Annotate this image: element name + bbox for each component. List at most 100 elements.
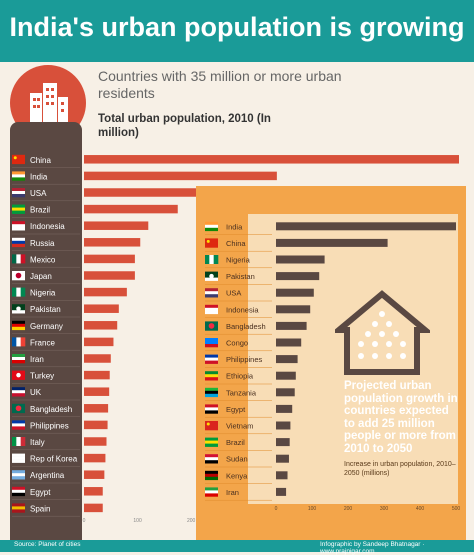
- category-label: Nigeria: [30, 289, 56, 298]
- footer-bar: [0, 540, 474, 552]
- category-label: China: [30, 156, 51, 165]
- flag-icon: [12, 221, 25, 231]
- bar: [276, 255, 325, 264]
- flag-icon: [205, 238, 218, 248]
- category-label: Sudan: [226, 455, 248, 464]
- category-label: India: [30, 172, 48, 181]
- category-label: Kenya: [226, 471, 248, 480]
- flag-icon: [205, 221, 218, 232]
- tick-label: 0: [83, 518, 86, 524]
- category-label: Italy: [30, 438, 45, 447]
- flag-icon: [205, 421, 218, 431]
- category-label: Turkey: [30, 372, 54, 381]
- flag-icon: [12, 204, 25, 214]
- bar: [84, 370, 110, 380]
- flag-icon: [205, 271, 218, 281]
- bar: [276, 238, 388, 247]
- bar: [276, 272, 320, 281]
- flag-icon: [12, 354, 25, 364]
- bar: [84, 420, 108, 430]
- flag-icon: [12, 337, 26, 347]
- flag-icon: [205, 354, 218, 364]
- bar: [276, 371, 296, 380]
- bar: [84, 304, 119, 313]
- bar: [276, 404, 293, 413]
- category-label: Bangladesh: [30, 405, 72, 414]
- projection-title: Projected urban population growth in cou…: [344, 380, 458, 455]
- category-label: China: [226, 239, 246, 248]
- flag-icon: [12, 237, 25, 248]
- category-label: Brazil: [30, 206, 50, 215]
- flag-icon: [12, 503, 25, 513]
- bar: [276, 355, 298, 364]
- bar: [84, 321, 118, 330]
- category-label: Bangladesh: [226, 322, 266, 331]
- category-label: Ethiopia: [226, 372, 254, 381]
- category-label: India: [226, 222, 243, 231]
- category-label: USA: [30, 189, 47, 198]
- flag-icon: [12, 254, 26, 264]
- flag-icon: [205, 321, 218, 331]
- flag-icon: [205, 454, 218, 464]
- flag-icon: [12, 437, 26, 446]
- bar: [276, 288, 314, 297]
- flag-icon: [12, 403, 25, 414]
- category-label: France: [30, 338, 55, 347]
- category-label: Argentina: [30, 471, 65, 480]
- tick-label: 200: [344, 506, 353, 512]
- bar: [84, 221, 149, 230]
- bar: [276, 471, 288, 480]
- category-label: Pakistan: [30, 305, 61, 314]
- category-label: Indonesia: [30, 222, 65, 231]
- bar: [84, 188, 218, 197]
- bar: [276, 487, 287, 496]
- category-label: Egypt: [226, 405, 246, 414]
- tick-label: 400: [416, 506, 425, 512]
- tick-label: 100: [308, 506, 317, 512]
- bar: [84, 437, 107, 446]
- bar: [84, 155, 459, 164]
- bar: [84, 238, 141, 247]
- category-label: Nigeria: [226, 256, 251, 265]
- flag-icon: [12, 188, 25, 198]
- bar: [84, 453, 106, 463]
- flag-icon: [12, 420, 25, 430]
- title-banner: India's urban population is growing: [0, 0, 474, 62]
- bar: [276, 222, 456, 231]
- bar: [84, 487, 103, 496]
- category-label: Philippines: [30, 421, 69, 430]
- bar: [84, 404, 109, 413]
- category-label: Congo: [226, 339, 248, 348]
- category-label: Mexico: [30, 255, 56, 264]
- bar: [84, 254, 135, 264]
- tick-label: 0: [275, 506, 278, 512]
- flag-icon: [205, 487, 218, 497]
- category-label: UK: [30, 388, 42, 397]
- flag-icon: [12, 486, 25, 497]
- category-label: Spain: [30, 504, 50, 513]
- category-label: Pakistan: [226, 272, 255, 281]
- flag-icon: [205, 255, 219, 264]
- category-label: Brazil: [226, 438, 245, 447]
- category-label: Russia: [30, 239, 55, 248]
- category-label: Vietnam: [226, 422, 253, 431]
- flag-icon: [12, 320, 25, 331]
- tick-label: 300: [380, 506, 389, 512]
- bar: [276, 321, 307, 330]
- category-label: USA: [226, 289, 241, 298]
- flag-icon: [205, 371, 218, 381]
- flag-icon: [12, 453, 25, 463]
- flag-icon: [205, 338, 218, 348]
- bar: [276, 438, 290, 447]
- page-title: India's urban population is growing: [9, 12, 465, 42]
- category-label: Iran: [226, 488, 239, 497]
- flag-icon: [205, 304, 218, 315]
- category-label: Germany: [30, 322, 63, 331]
- category-label: Egypt: [30, 488, 51, 497]
- flag-icon: [12, 271, 25, 281]
- projection-subtitle: Increase in urban population, 2010–2050 …: [344, 461, 456, 477]
- category-label: Tanzania: [226, 388, 257, 397]
- bar: [84, 387, 110, 396]
- bar: [276, 454, 289, 463]
